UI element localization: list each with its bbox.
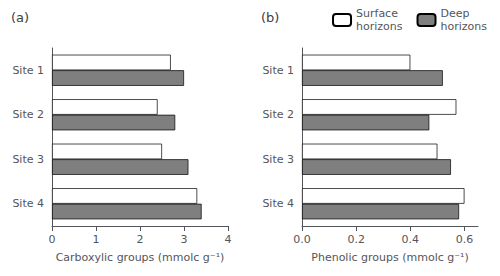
- svg-text:0: 0: [49, 233, 56, 246]
- svg-text:Deep: Deep: [441, 7, 470, 20]
- svg-text:Phenolic groups (mmolc g⁻¹): Phenolic groups (mmolc g⁻¹): [311, 251, 468, 264]
- svg-text:horizons: horizons: [441, 20, 488, 33]
- svg-text:3: 3: [181, 233, 188, 246]
- svg-text:(a): (a): [11, 10, 29, 25]
- svg-text:1: 1: [93, 233, 100, 246]
- svg-text:0.2: 0.2: [347, 233, 365, 246]
- svg-text:0.6: 0.6: [456, 233, 474, 246]
- svg-text:Site 3: Site 3: [12, 153, 44, 166]
- svg-text:Site 2: Site 2: [262, 108, 294, 121]
- svg-text:(b): (b): [261, 10, 279, 25]
- svg-text:0.4: 0.4: [402, 233, 420, 246]
- svg-text:Site 1: Site 1: [12, 64, 44, 77]
- svg-text:2: 2: [137, 233, 144, 246]
- svg-text:Site 3: Site 3: [262, 153, 294, 166]
- svg-text:horizons: horizons: [356, 20, 403, 33]
- svg-text:Site 4: Site 4: [262, 197, 294, 210]
- svg-text:Site 4: Site 4: [12, 197, 44, 210]
- svg-text:0.0: 0.0: [293, 233, 311, 246]
- svg-text:Surface: Surface: [356, 7, 398, 20]
- svg-text:4: 4: [225, 233, 232, 246]
- svg-text:Site 1: Site 1: [262, 64, 294, 77]
- svg-text:Site 2: Site 2: [12, 108, 44, 121]
- svg-text:Carboxylic groups (mmolc g⁻¹): Carboxylic groups (mmolc g⁻¹): [56, 251, 225, 264]
